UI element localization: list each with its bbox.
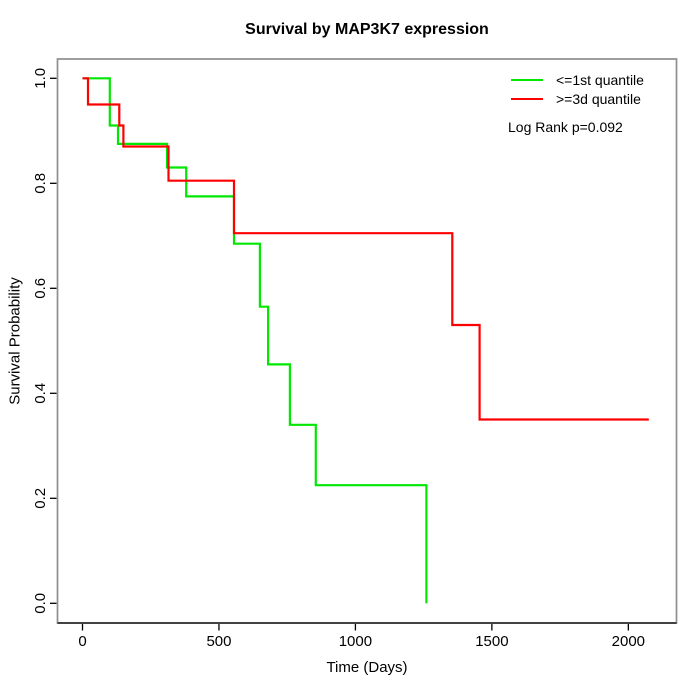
log-rank-annotation: Log Rank p=0.092 — [508, 119, 623, 135]
survival-curve-0 — [82, 77, 428, 604]
y-tick-label: 0.8 — [32, 173, 49, 194]
y-tick-label: 1.0 — [32, 68, 49, 89]
legend-row-0: <=1st quantile — [511, 70, 644, 89]
x-tick-label: 1500 — [475, 633, 508, 650]
legend-line-icon — [511, 97, 543, 100]
legend-label: <=1st quantile — [556, 71, 644, 88]
x-tick-label: 2000 — [612, 633, 645, 650]
legend: <=1st quantile >=3d quantile — [511, 70, 644, 108]
legend-line-icon — [511, 78, 543, 81]
y-tick-label: 0.4 — [32, 383, 49, 404]
x-axis-label: Time (Days) — [326, 659, 408, 676]
y-tick-label: 0.0 — [32, 593, 49, 614]
y-axis-label: Survival Probability — [6, 277, 24, 405]
chart-title: Survival by MAP3K7 expression — [245, 21, 489, 38]
y-tick-label: 0.2 — [32, 488, 49, 509]
legend-row-1: >=3d quantile — [511, 89, 644, 108]
x-tick-label: 0 — [78, 633, 86, 650]
x-tick-label: 500 — [206, 633, 231, 650]
legend-label: >=3d quantile — [556, 90, 641, 107]
y-tick-label: 0.6 — [32, 278, 49, 299]
survival-curve-1 — [82, 77, 649, 421]
x-tick-label: 1000 — [339, 633, 372, 650]
